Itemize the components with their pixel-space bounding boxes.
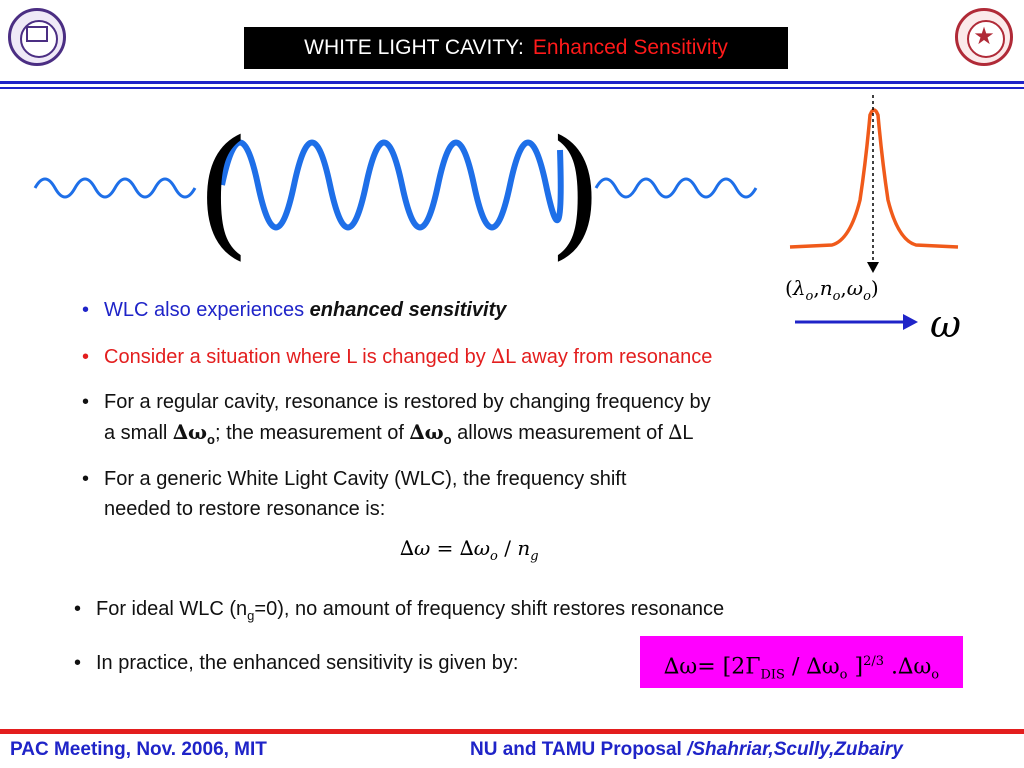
eq2-subscript: o (931, 667, 940, 683)
bullet-text: needed to restore resonance is: (104, 498, 386, 520)
bullet-in-practice: • In practice, the enhanced sensitivity i… (74, 648, 518, 678)
top-rule (0, 81, 1024, 84)
bullet-generic-wlc: • For a generic White Light Cavity (WLC),… (82, 464, 626, 524)
eq-equals: = (430, 536, 460, 560)
eq-slash: / (497, 536, 518, 560)
delta-omega-symbol: ∆ω (409, 420, 444, 444)
bullet-dot: • (82, 468, 90, 490)
title-accent-text: Enhanced Sensitivity (532, 36, 728, 59)
eq-subscript: g (530, 549, 539, 564)
eq2-lhs: ∆ω (663, 654, 698, 680)
eq2-part: = [2Γ (697, 654, 761, 680)
eq-subscript: o (490, 549, 498, 564)
axis-omega-label: ω (930, 302, 961, 346)
axis-arrowhead (903, 314, 918, 330)
tamu-seal-icon: ★ (955, 8, 1013, 66)
bullet-dot: • (82, 391, 90, 413)
peak-label: (λo,no,ωo) (785, 276, 879, 304)
bullet-text: For ideal WLC (n (96, 598, 248, 620)
footer-authors: /Shahriar,Scully,Zubairy (687, 739, 903, 760)
eq-n: n (517, 536, 531, 560)
bullet-dot: • (74, 652, 82, 674)
bullet-text: For a regular cavity, resonance is resto… (104, 391, 711, 413)
peak-label-sub: o (863, 289, 871, 304)
bullet-text: a small (104, 422, 173, 444)
eq2-part: .∆ω (883, 654, 932, 680)
bullet-regular-cavity: • For a regular cavity, resonance is rest… (82, 387, 711, 455)
peak-label-open: ( (785, 276, 793, 300)
incident-wave (33, 177, 197, 199)
eq2-bracket: ] (847, 654, 864, 680)
bullet-text: For a generic White Light Cavity (WLC), … (104, 468, 627, 490)
eq-delta: ∆ (459, 536, 474, 560)
delta-symbol: ∆ (668, 420, 683, 444)
left-mirror-paren: ( (196, 111, 251, 274)
book-icon (26, 26, 48, 42)
delta-symbol: ∆ (491, 344, 506, 368)
eq2-subscript: o (839, 667, 848, 683)
title-main-text: WHITE LIGHT CAVITY: (304, 36, 524, 59)
bullet-situation: • Consider a situation where L is changed… (82, 341, 712, 372)
peak-label-omega: ω (846, 276, 864, 300)
subscript: g (247, 608, 255, 623)
footer-proposal: NU and TAMU Proposal (470, 739, 688, 760)
top-rule-thin (0, 87, 1024, 89)
delta-omega-symbol: ∆ω (172, 420, 208, 444)
slide-title: WHITE LIGHT CAVITY: Enhanced Sensitivity (244, 27, 788, 69)
bullet-text: WLC also experiences (104, 299, 310, 321)
eq2-exponent: 2/3 (863, 654, 884, 669)
seal-inner-ring (967, 20, 1005, 58)
bullet-text: L away from resonance (505, 346, 713, 368)
resonance-peak (789, 108, 959, 249)
transmitted-wave (594, 177, 758, 199)
subscript: o (443, 432, 452, 447)
peak-label-comma: , (840, 276, 847, 300)
star-icon: ★ (973, 22, 995, 50)
cavity-wave (219, 139, 564, 231)
bullet-text: ; the measurement of (214, 422, 410, 444)
peak-label-lambda: λ (792, 276, 806, 300)
bullet-dot: • (82, 346, 90, 368)
eq2-part: / ∆ω (784, 654, 840, 680)
footer-right: NU and TAMU Proposal /Shahriar,Scully,Zu… (470, 739, 903, 761)
bullet-enhanced-sensitivity: • WLC also experiences enhanced sensitivi… (82, 295, 506, 325)
bullet-text: =0), no amount of frequency shift restor… (254, 598, 725, 620)
eq-delta: ∆ (400, 536, 414, 560)
eq2-subscript: DIS (760, 667, 785, 683)
bullet-dot: • (82, 299, 90, 321)
bullet-text: L (682, 422, 694, 444)
peak-label-sub: o (805, 289, 814, 304)
eq-omega: ω (473, 536, 491, 560)
eq-omega: ω (413, 536, 431, 560)
bullet-emphasis: enhanced sensitivity (309, 299, 507, 321)
bullet-text: allows measurement of (451, 422, 669, 444)
frequency-shift-equation: ∆ω = ∆ωo / ng (400, 536, 539, 564)
peak-label-sub: o (832, 289, 841, 304)
bullet-dot: • (74, 598, 82, 620)
bullet-text: In practice, the enhanced sensitivity is… (96, 652, 519, 674)
subscript: o (207, 432, 215, 447)
cavity-diagram (33, 95, 959, 330)
northwestern-seal-icon (8, 8, 66, 66)
peak-label-n: n (819, 276, 833, 300)
enhanced-sensitivity-equation: ∆ω= [2ΓDIS / ∆ωo ]2/3 .∆ωo (640, 636, 963, 688)
bullet-text: Consider a situation where L is changed … (104, 346, 492, 368)
bottom-rule (0, 729, 1024, 734)
marker-arrowhead (867, 262, 879, 273)
footer-left: PAC Meeting, Nov. 2006, MIT (10, 739, 267, 760)
right-mirror-paren: ) (548, 111, 603, 274)
peak-label-close: ) (870, 276, 879, 300)
bullet-ideal-wlc: • For ideal WLC (ng=0), no amount of freq… (74, 594, 724, 631)
peak-label-comma: , (813, 276, 820, 300)
